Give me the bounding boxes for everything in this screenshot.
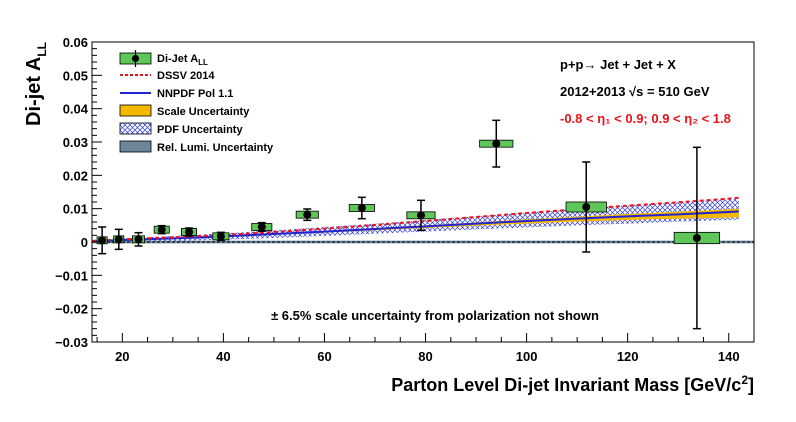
legend-label-scale: Scale Uncertainty	[157, 106, 250, 118]
legend-key-scale	[119, 104, 152, 117]
data-point	[96, 226, 108, 255]
y-axis-title: Di-jet ALL	[23, 42, 49, 126]
y-tick-label: 0	[81, 235, 88, 250]
marker	[157, 225, 166, 234]
theory-curves	[92, 196, 739, 243]
data-points	[96, 119, 721, 330]
y-tick-label: 0.02	[63, 168, 88, 183]
dssv-curve	[92, 196, 739, 242]
y-tick-label: 0.05	[63, 68, 88, 83]
x-tick-label: 20	[115, 349, 129, 364]
y-tick-label: 0.06	[63, 35, 88, 50]
x-tick-label: 40	[216, 349, 230, 364]
annotation-reaction: p+p→ Jet + Jet + X	[560, 57, 676, 72]
legend-label-data-sub: LL	[198, 58, 208, 67]
data-point	[565, 161, 607, 253]
y-tick-label: −0.02	[55, 302, 88, 317]
y-tick-label: 0.01	[63, 202, 88, 217]
annotation-eta-cut: -0.8 < η₁ < 0.9; 0.9 < η₂ < 1.8	[560, 111, 731, 126]
nnpdf-curve	[92, 210, 739, 243]
marker	[98, 236, 107, 245]
data-point	[132, 231, 145, 247]
marker	[185, 228, 194, 236]
x-tick-label: 60	[317, 349, 331, 364]
data-point	[251, 221, 273, 233]
x-tick-label: 140	[718, 349, 740, 364]
x-axis-title-main: Parton Level Di-jet Invariant Mass [GeV/…	[391, 375, 741, 395]
y-tick-label: −0.01	[55, 268, 88, 283]
annotation-energy: 2012+2013 √s = 510 GeV	[560, 84, 710, 99]
x-axis-title-sup: 2	[741, 373, 748, 387]
data-point	[153, 224, 170, 235]
marker	[134, 235, 143, 244]
marker	[692, 234, 701, 242]
y-axis: −0.03 −0.02 −0.01 0 0.01 0.02 0.03 0.04 0.05 0.06	[55, 35, 102, 350]
x-axis-title: Parton Level Di-jet Invariant Mass [GeV/…	[391, 373, 754, 395]
x-tick-label: 100	[516, 349, 538, 364]
y-axis-title-main: Di-jet A	[23, 57, 45, 126]
zero-line-group	[92, 240, 754, 244]
legend-label-nnpdf: NNPDF Pol 1.1	[157, 88, 233, 100]
legend-label-data-main: Di-Jet A	[157, 53, 198, 65]
marker	[114, 235, 123, 244]
marker	[582, 203, 591, 211]
x-tick-label: 80	[418, 349, 432, 364]
x-tick-label: 120	[617, 349, 639, 364]
data-point	[113, 228, 125, 251]
data-point	[673, 146, 721, 330]
y-axis-title-sub: LL	[35, 42, 49, 57]
data-point	[181, 227, 198, 237]
marker	[216, 232, 225, 241]
legend-label-dssv: DSSV 2014	[157, 70, 215, 82]
plot-frame	[91, 41, 755, 343]
legend-label-lumi: Rel. Lumi. Uncertainty	[157, 142, 274, 154]
marker	[492, 139, 501, 148]
legend-key-data-marker	[131, 54, 140, 63]
data-point	[479, 119, 514, 168]
marker	[357, 204, 366, 212]
scale-uncertainty-band	[92, 208, 739, 242]
data-point	[406, 199, 436, 232]
annotation-scale-note: ± 6.5% scale uncertainty from polarizati…	[271, 308, 599, 323]
x-axis: 20 40 60 80 100 120 140	[96, 333, 755, 364]
marker	[257, 223, 266, 231]
y-tick-label: −0.03	[55, 335, 88, 350]
x-axis-title-end: ]	[748, 375, 754, 395]
marker	[416, 211, 425, 220]
y-tick-label: 0.04	[63, 102, 89, 117]
y-tick-label: 0.03	[63, 135, 88, 150]
data-point	[212, 231, 230, 242]
legend-label-data: Di-Jet ALL	[157, 53, 208, 67]
marker	[303, 210, 312, 219]
data-point	[295, 208, 319, 222]
data-point	[348, 196, 375, 220]
legend: Di-Jet ALL DSSV 2014 NNPDF Pol 1.1 Scale…	[119, 50, 274, 154]
legend-key-pdf	[119, 122, 152, 135]
legend-key-lumi	[119, 140, 152, 153]
legend-label-pdf: PDF Uncertainty	[157, 124, 243, 136]
